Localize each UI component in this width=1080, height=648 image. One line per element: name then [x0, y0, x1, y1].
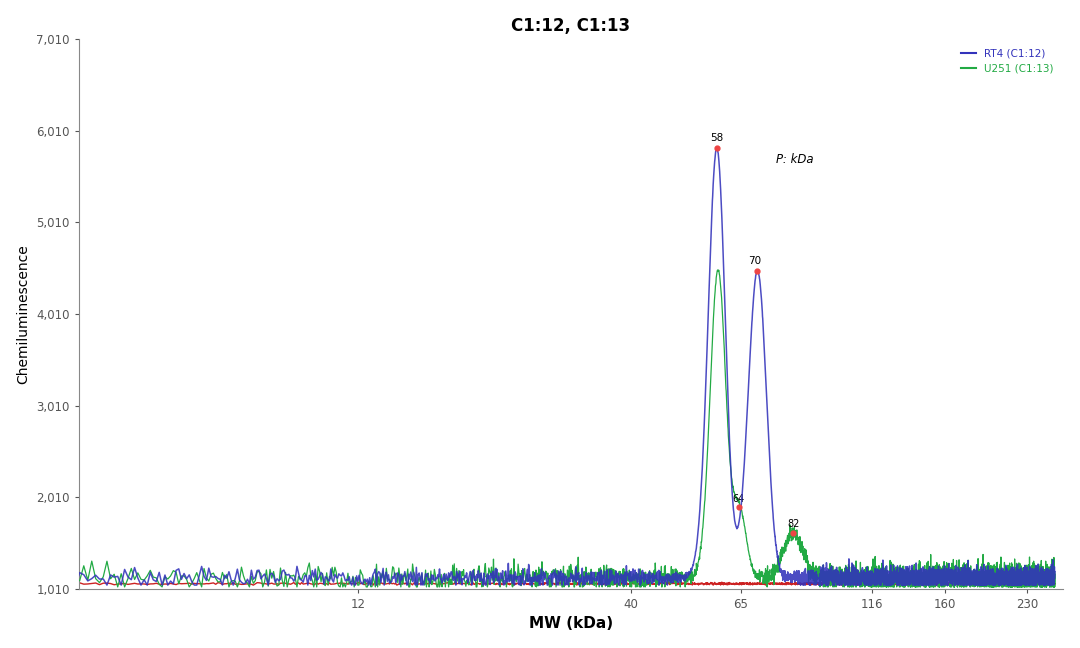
Legend: RT4 (C1:12), U251 (C1:13): RT4 (C1:12), U251 (C1:13): [956, 44, 1058, 78]
Text: 58: 58: [711, 133, 724, 143]
Title: C1:12, C1:13: C1:12, C1:13: [512, 17, 631, 34]
Text: 64: 64: [733, 494, 745, 503]
Text: P: kDa: P: kDa: [777, 152, 813, 165]
Text: 70: 70: [747, 256, 760, 266]
Text: 82: 82: [787, 519, 799, 529]
X-axis label: MW (kDa): MW (kDa): [529, 616, 613, 631]
Y-axis label: Chemiluminescence: Chemiluminescence: [16, 244, 30, 384]
